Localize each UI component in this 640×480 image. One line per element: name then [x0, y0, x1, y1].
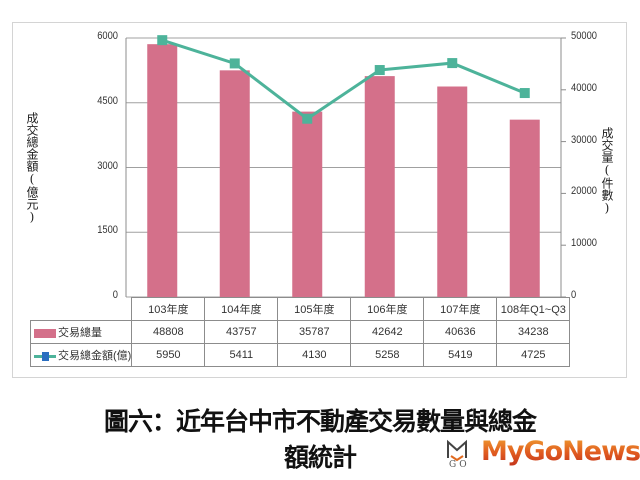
table-cell: 5419 [423, 343, 498, 367]
category-cell: 103年度 [131, 297, 206, 321]
line-marker-icon [34, 351, 56, 361]
line-marker [374, 65, 385, 76]
bar [437, 86, 468, 297]
table-cell: 35787 [277, 320, 352, 344]
right-tick-label: 30000 [571, 133, 598, 146]
table-cell: 4725 [496, 343, 571, 367]
line-marker [447, 58, 458, 69]
bar-swatch-icon [34, 328, 56, 338]
watermark-logo: GO MyGoNews [435, 436, 640, 472]
category-cell: 108年Q1~Q3 [496, 297, 571, 321]
right-tick-label: 10000 [571, 237, 598, 250]
logo-go-text: GO [449, 460, 470, 470]
category-cell: 106年度 [350, 297, 425, 321]
line-marker [229, 58, 240, 69]
table-cell: 5411 [204, 343, 279, 367]
legend-entry-volume: 交易總量 [29, 320, 133, 344]
left-tick-label: 3000 [97, 159, 118, 172]
table-cell: 48808 [131, 320, 206, 344]
table-cell: 4130 [277, 343, 352, 367]
left-tick-label: 4500 [97, 94, 118, 107]
right-tick-label: 40000 [571, 81, 598, 94]
line-marker [302, 113, 313, 124]
table-row: 交易總量 48808 43757 35787 42642 40636 34238 [29, 320, 571, 344]
table-cell: 42642 [350, 320, 425, 344]
table-cell: 5950 [131, 343, 206, 367]
data-table: 103年度 104年度 105年度 106年度 107年度 108年Q1~Q3 … [29, 297, 571, 367]
right-tick-label: 20000 [571, 185, 598, 198]
table-cell: 40636 [423, 320, 498, 344]
category-cell: 104年度 [204, 297, 279, 321]
table-row: 交易總金額(億) 5950 5411 4130 5258 5419 4725 [29, 343, 571, 367]
logo-mark-icon [447, 439, 467, 462]
table-cell: 34238 [496, 320, 571, 344]
bar [509, 119, 540, 298]
category-row: 103年度 104年度 105年度 106年度 107年度 108年Q1~Q3 [30, 297, 571, 321]
line-marker [519, 88, 530, 99]
bar [219, 70, 250, 297]
left-tick-label: 0 [112, 289, 118, 301]
category-cell: 105年度 [277, 297, 352, 321]
category-cell: 107年度 [423, 297, 498, 321]
bar [147, 44, 178, 297]
logo-brand-text: MyGoNews [481, 436, 640, 467]
right-axis-title: 成交量(件數) [600, 127, 614, 215]
legend-entry-amount: 交易總金額(億) [29, 343, 133, 367]
line-marker [157, 35, 168, 46]
left-tick-label: 6000 [97, 30, 118, 42]
bar [292, 111, 323, 297]
left-tick-label: 1500 [97, 224, 118, 237]
right-tick-label: 50000 [571, 30, 598, 42]
table-cell: 43757 [204, 320, 279, 344]
table-cell: 5258 [350, 343, 425, 367]
left-axis-title: 成交總金額(億元) [25, 112, 39, 224]
chart-caption: 圖六：近年台中市不動產交易數量與總金額統計 [103, 407, 537, 472]
right-tick-label: 0 [571, 289, 577, 301]
amount-line [161, 38, 526, 121]
bar [364, 76, 395, 297]
